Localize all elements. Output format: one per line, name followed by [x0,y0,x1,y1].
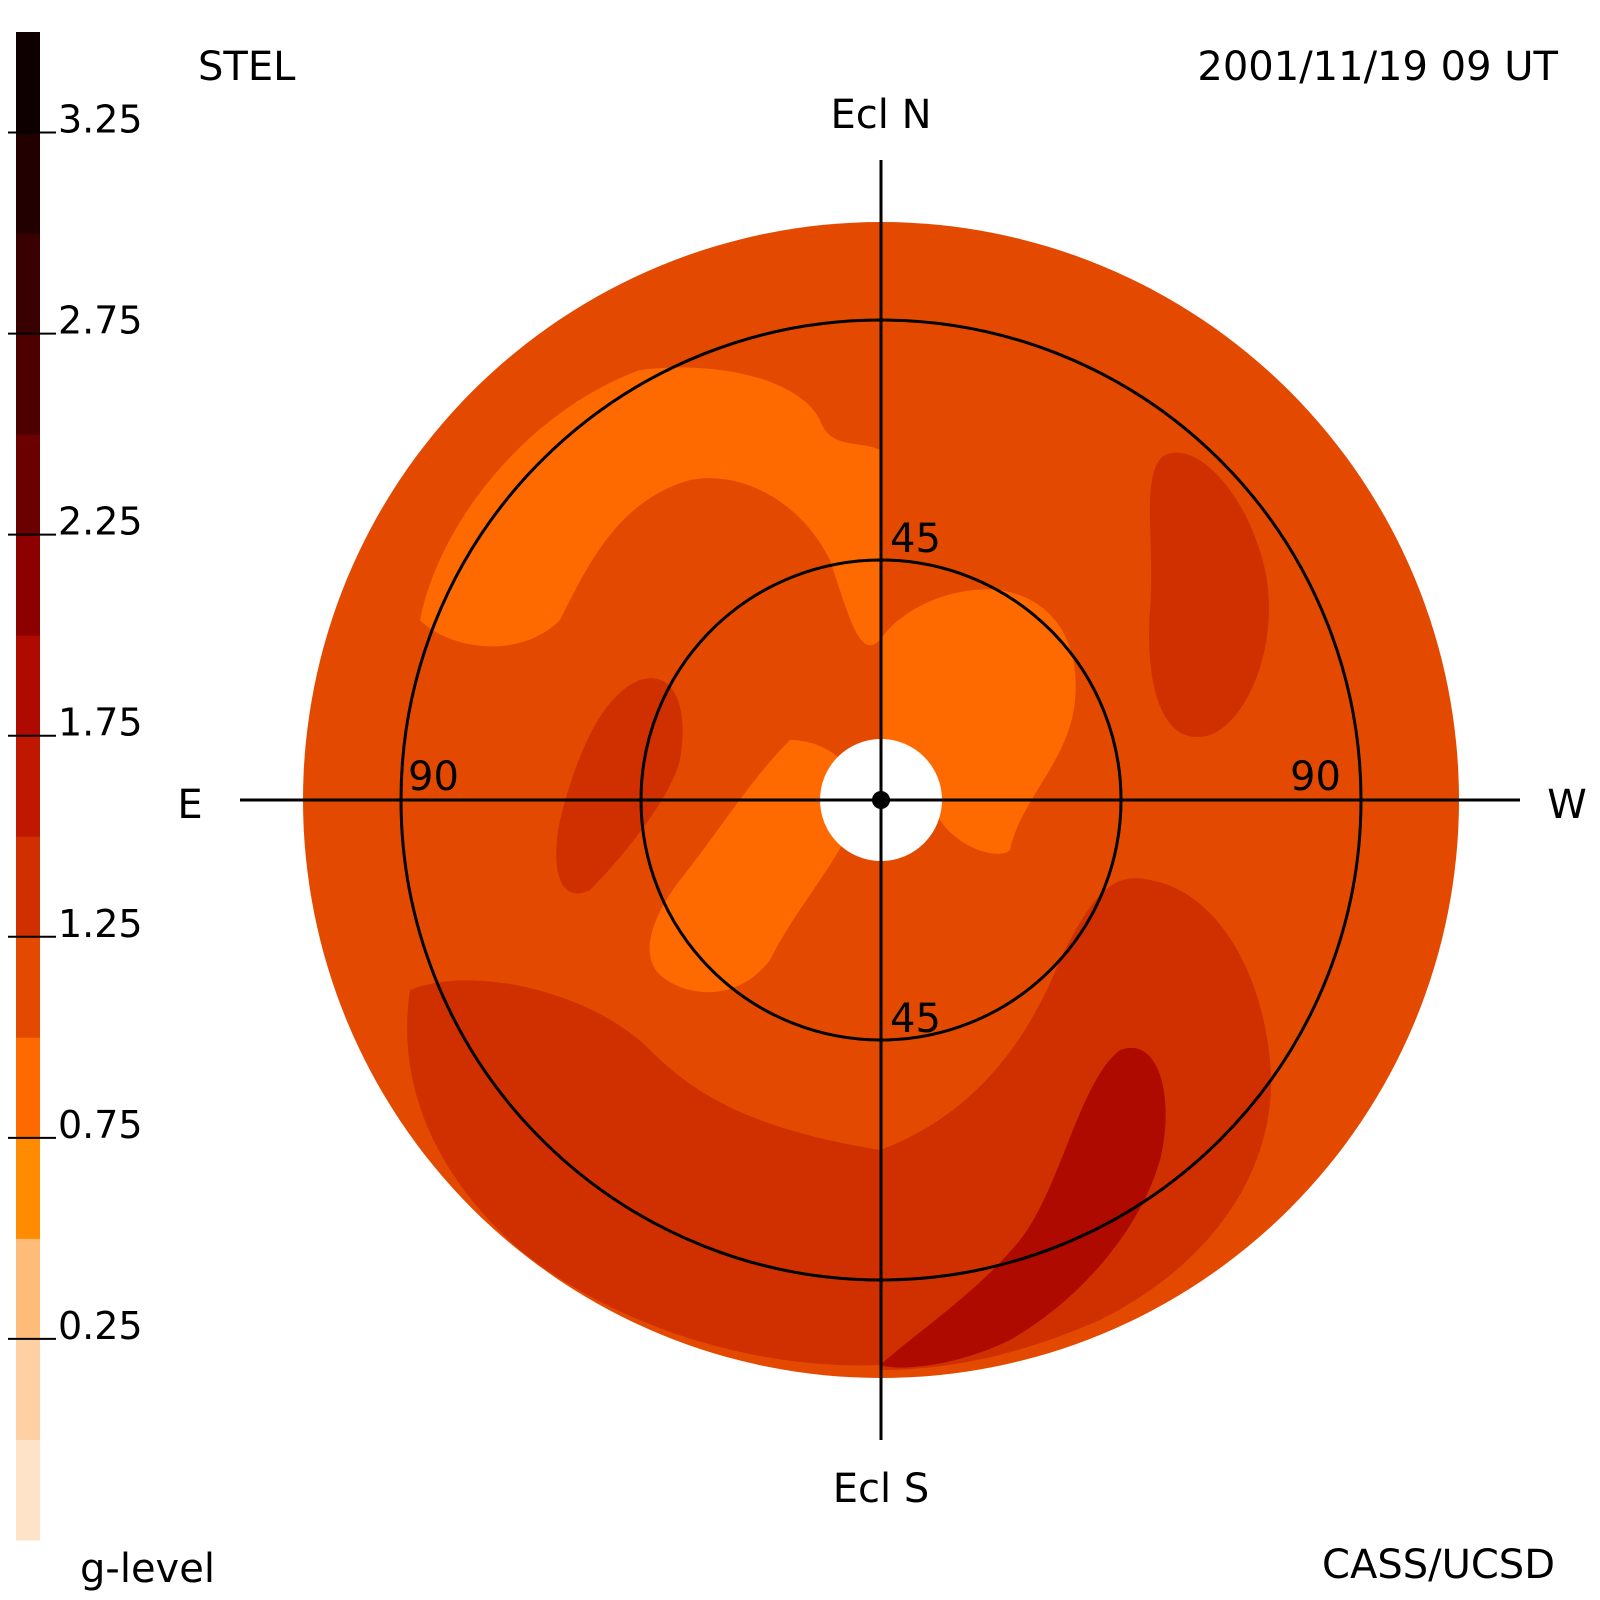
brightness-region-light-center-left [649,740,860,993]
colorbar-ticks: 3.25 2.75 2.25 1.75 1.25 0.75 0.25 [8,98,143,1348]
ring-label-45-north: 45 [890,516,941,562]
brightness-region-dark-upper-right [1149,452,1269,738]
colorbar-step [16,1238,40,1340]
brightness-region-light-upper-left [420,367,880,647]
colorbar-step [16,333,40,435]
colorbar-step [16,735,40,837]
colorbar-step [16,534,40,636]
sun-center-marker [872,791,890,809]
colorbar-step [16,836,40,938]
colorbar-tick-label: 0.25 [58,1304,143,1348]
ring-label-45-south: 45 [890,996,941,1042]
colorbar-step [16,1137,40,1239]
instrument-label: STEL [198,44,296,90]
direction-label-south: Ecl S [833,1466,929,1512]
datetime-label: 2001/11/19 09 UT [1197,44,1558,90]
colorbar-step [16,233,40,335]
credit-label: CASS/UCSD [1322,1542,1555,1588]
colorbar-tick-label: 3.25 [58,98,143,142]
ring-label-90-east: 90 [408,754,459,800]
colorbar-tick-label: 0.75 [58,1103,143,1147]
brightness-region-dark-lower-left [407,980,880,1366]
colorbar-step [16,1037,40,1139]
colorbar-tick-label: 1.25 [58,902,143,946]
direction-label-west: W [1547,782,1587,828]
colorbar-step [16,32,40,134]
sky-map: 45 45 90 90 Ecl N Ecl S E W [177,92,1586,1512]
direction-label-east: E [177,782,202,828]
direction-label-north: Ecl N [830,92,931,138]
colorbar [16,32,40,1541]
colorbar-step [16,434,40,536]
ring-label-90-west: 90 [1290,754,1341,800]
colorbar-step [16,936,40,1038]
colorbar-step [16,132,40,234]
colorbar-title: g-level [80,1546,215,1592]
colorbar-step [16,1439,40,1541]
colorbar-step [16,1338,40,1440]
colorbar-step [16,635,40,737]
colorbar-tick-label: 2.75 [58,299,143,343]
colorbar-tick-label: 2.25 [58,500,143,544]
colorbar-tick-label: 1.75 [58,701,143,745]
brightness-region-darker-lower-right [880,1047,1166,1368]
